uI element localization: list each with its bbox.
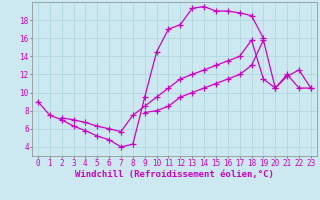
X-axis label: Windchill (Refroidissement éolien,°C): Windchill (Refroidissement éolien,°C) — [75, 170, 274, 179]
